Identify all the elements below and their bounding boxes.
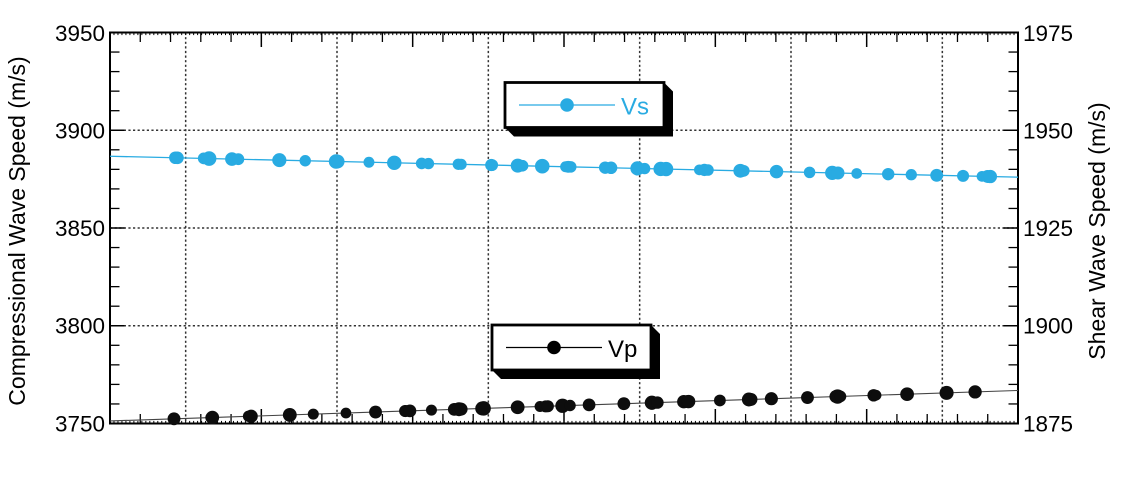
svg-text:Vs: Vs [621, 94, 649, 121]
svg-text:3850: 3850 [55, 216, 105, 241]
svg-text:1875: 1875 [1023, 412, 1073, 437]
svg-text:1900: 1900 [1023, 314, 1073, 339]
svg-text:1925: 1925 [1023, 216, 1073, 241]
svg-text:Vp: Vp [608, 336, 637, 363]
svg-text:1950: 1950 [1023, 119, 1073, 144]
svg-text:3750: 3750 [55, 412, 105, 437]
svg-text:Shear Wave Speed (m/s): Shear Wave Speed (m/s) [1084, 102, 1110, 359]
svg-text:1975: 1975 [1023, 21, 1073, 46]
svg-text:3900: 3900 [55, 119, 105, 144]
svg-text:Compressional Wave Speed (m/s): Compressional Wave Speed (m/s) [4, 56, 30, 405]
svg-text:3950: 3950 [55, 21, 105, 46]
svg-text:3800: 3800 [55, 314, 105, 339]
